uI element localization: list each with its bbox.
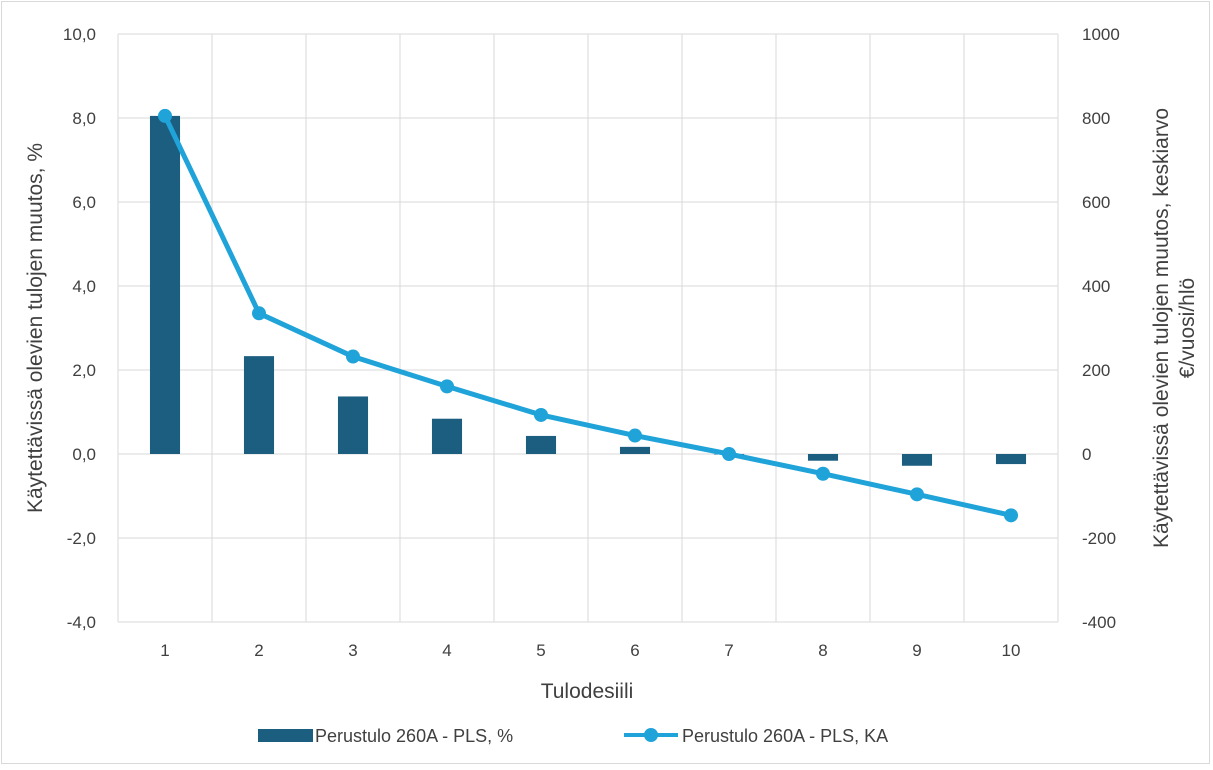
y-right-tick-label: -200	[1082, 529, 1116, 548]
legend-swatch-bar	[258, 729, 313, 742]
y-left-tick-label: 2,0	[72, 361, 96, 380]
legend-swatch-marker	[644, 728, 658, 742]
gridlines	[117, 33, 1059, 623]
x-tick-label: 10	[1002, 641, 1021, 660]
x-tick-label: 6	[630, 641, 639, 660]
line-point	[1004, 508, 1018, 523]
bar	[431, 418, 463, 454]
line-point	[346, 349, 360, 364]
y-axis-left-title: Käytettävissä olevien tulojen muutos, %	[24, 143, 47, 513]
line-point	[158, 108, 172, 123]
line-point	[440, 379, 454, 394]
bar	[901, 454, 933, 466]
line-point	[534, 407, 548, 422]
bar	[619, 446, 651, 454]
line-point	[722, 447, 736, 461]
y-left-tick-label: -2,0	[67, 529, 96, 548]
y-axis-right-title-line2: €/vuosi/hlö	[1176, 278, 1199, 378]
y-left-tick-label: 6,0	[72, 193, 96, 212]
y-left-tick-label: 10,0	[63, 25, 96, 44]
bar	[337, 396, 369, 454]
bar	[243, 356, 275, 454]
y-left-tick-label: 8,0	[72, 109, 96, 128]
x-tick-label: 2	[254, 641, 263, 660]
x-tick-label: 8	[818, 641, 827, 660]
y-right-tick-label: 800	[1082, 109, 1110, 128]
x-tick-label: 9	[912, 641, 921, 660]
y-right-tick-label: 400	[1082, 277, 1110, 296]
y-left-tick-label: -4,0	[67, 613, 96, 632]
series-line	[162, 114, 1012, 518]
bar	[149, 115, 181, 455]
x-tick-label: 1	[160, 641, 169, 660]
y-left-tick-label: 4,0	[72, 277, 96, 296]
y-right-tick-label: 600	[1082, 193, 1110, 212]
x-tick-label: 4	[442, 641, 451, 660]
tick-labels: -4,0 -400 -2,0 -200 0,0 0 2,0 200 4,0 400 6,0 600 8,…	[63, 25, 1120, 660]
line-point	[910, 487, 924, 502]
y-left-tick-label: 0,0	[72, 445, 96, 464]
bar	[807, 454, 839, 461]
line-series	[158, 108, 1018, 523]
y-axis-right-title-line1: Käytettävissä olevien tulojen muutos, ke…	[1150, 108, 1173, 548]
x-axis-title: Tulodesiili	[541, 680, 634, 703]
line-point	[252, 306, 266, 321]
legend: Perustulo 260A - PLS, % Perustulo 260A -…	[258, 726, 888, 746]
line-point	[628, 428, 642, 443]
legend-label-line: Perustulo 260A - PLS, KA	[682, 726, 888, 746]
y-right-tick-label: 0	[1082, 445, 1091, 464]
bar-series	[149, 115, 1027, 466]
y-right-tick-label: 200	[1082, 361, 1110, 380]
bar	[525, 435, 557, 454]
line-point	[816, 466, 830, 481]
x-tick-label: 7	[724, 641, 733, 660]
y-right-tick-label: -400	[1082, 613, 1116, 632]
bar	[995, 454, 1027, 465]
x-tick-label: 3	[348, 641, 357, 660]
x-tick-label: 5	[536, 641, 545, 660]
y-right-tick-label: 1000	[1082, 25, 1120, 44]
legend-label-bar: Perustulo 260A - PLS, %	[315, 726, 513, 746]
